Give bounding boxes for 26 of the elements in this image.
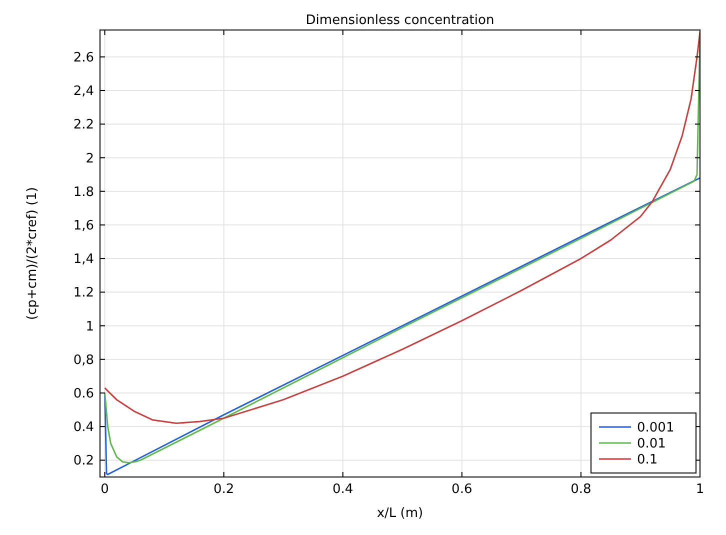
y-tick-label: 0.6 bbox=[73, 386, 94, 402]
y-tick-label: 0.2 bbox=[73, 454, 94, 469]
y-tick-label: 1,6 bbox=[73, 218, 94, 234]
y-tick-label: 2 bbox=[86, 151, 94, 166]
y-tick-label: 2.2 bbox=[73, 118, 94, 133]
y-tick-label: 0.4 bbox=[73, 420, 94, 436]
x-axis-title: x/L (m) bbox=[376, 506, 424, 521]
legend-label: 0.1 bbox=[637, 452, 658, 468]
y-tick-label: 1.8 bbox=[73, 184, 94, 200]
y-tick-label: 2.6 bbox=[73, 50, 94, 66]
chart-title: Dimensionless concentration bbox=[306, 13, 494, 28]
y-tick-label: 1.2 bbox=[73, 286, 94, 301]
legend-label: 0.001 bbox=[637, 420, 674, 436]
y-tick-label: 1,4 bbox=[73, 252, 94, 268]
x-tick-label: 0 bbox=[100, 482, 109, 497]
y-tick-label: 1 bbox=[86, 319, 94, 334]
y-tick-label: 0,8 bbox=[73, 352, 94, 368]
x-tick-label: 0.2 bbox=[213, 482, 234, 497]
y-tick-label: 2,4 bbox=[73, 84, 94, 100]
y-axis-title: (cp+cm)/(2*cref) (1) bbox=[25, 187, 40, 320]
x-tick-label: 0.8 bbox=[570, 482, 592, 497]
x-tick-label: 0.6 bbox=[452, 482, 472, 497]
x-tick-label: 0.4 bbox=[332, 482, 354, 497]
line-series bbox=[104, 177, 700, 476]
x-tick-label: 1 bbox=[696, 482, 704, 497]
legend-label: 0.01 bbox=[637, 436, 666, 452]
